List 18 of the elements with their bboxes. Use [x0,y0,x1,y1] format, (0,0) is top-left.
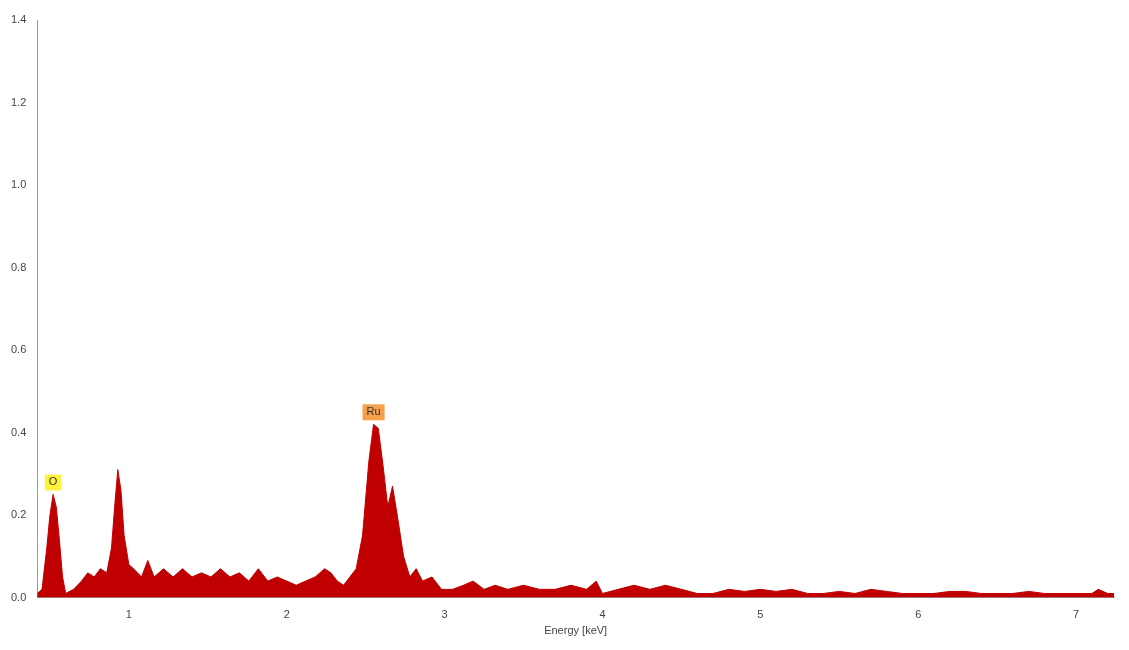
x-tick-label: 4 [599,608,606,621]
y-tick-label: 0.6 [10,343,27,356]
y-tick-label: 1.4 [10,13,27,26]
y-tick-label: 1.2 [10,95,27,108]
y-tick-label: 0.4 [10,425,27,438]
annotation: Ru [366,405,381,418]
annotation: O [48,475,58,488]
x-tick-label: 6 [915,608,922,621]
x-tick-label: 3 [441,608,448,621]
x-tick-label: 5 [757,608,764,621]
x-tick-label: 7 [1073,608,1080,621]
y-tick-label: 0.2 [10,508,27,521]
x-tick-label: 1 [125,608,132,621]
y-tick-label: 0.8 [10,260,27,273]
y-tick-label: 0.0 [10,590,27,603]
x-tick-label: 2 [283,608,290,621]
y-tick-label: 1.0 [10,178,27,191]
x-axis-title: Energy [keV] [544,624,608,637]
